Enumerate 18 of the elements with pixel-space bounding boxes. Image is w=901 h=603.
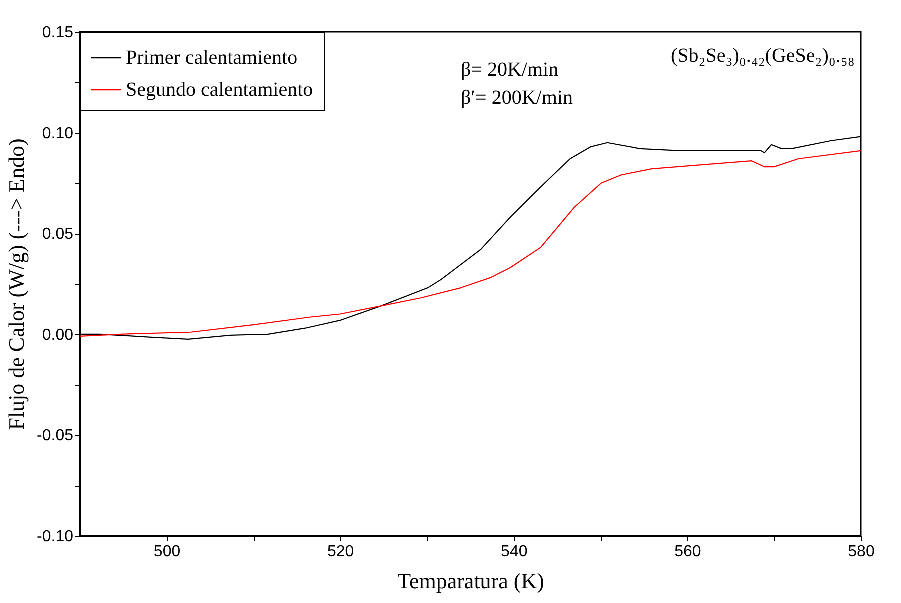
y-tick-label: 0.10 [42,125,74,142]
y-tick-label: 0.05 [42,226,74,244]
y-tick-label: -0.10 [37,528,74,546]
x-axis-title: Temparatura (K) [398,568,544,594]
x-tick-label: 500 [154,544,181,560]
y-axis-title: Flujo de Calor (W/g) (---> Endo) [4,138,30,430]
x-tick-label: 540 [501,544,528,560]
legend-label: Segundo calentamiento [126,79,314,101]
x-tick-label: 580 [848,544,875,560]
y-tick-label: 0.15 [42,24,74,42]
annotation: β= 20K/min [461,59,559,81]
x-tick-label: 560 [674,544,702,560]
y-tick-label: -0.05 [37,428,74,445]
annotation: (Sb₂Se₃)₀.₄₂(GeSe₂)₀.₅₈ [671,45,855,67]
legend-label: Primer calentamiento [126,47,298,69]
annotation: β′= 200K/min [461,87,573,109]
x-tick-label: 520 [327,544,354,560]
y-tick-label: 0.00 [42,326,74,344]
